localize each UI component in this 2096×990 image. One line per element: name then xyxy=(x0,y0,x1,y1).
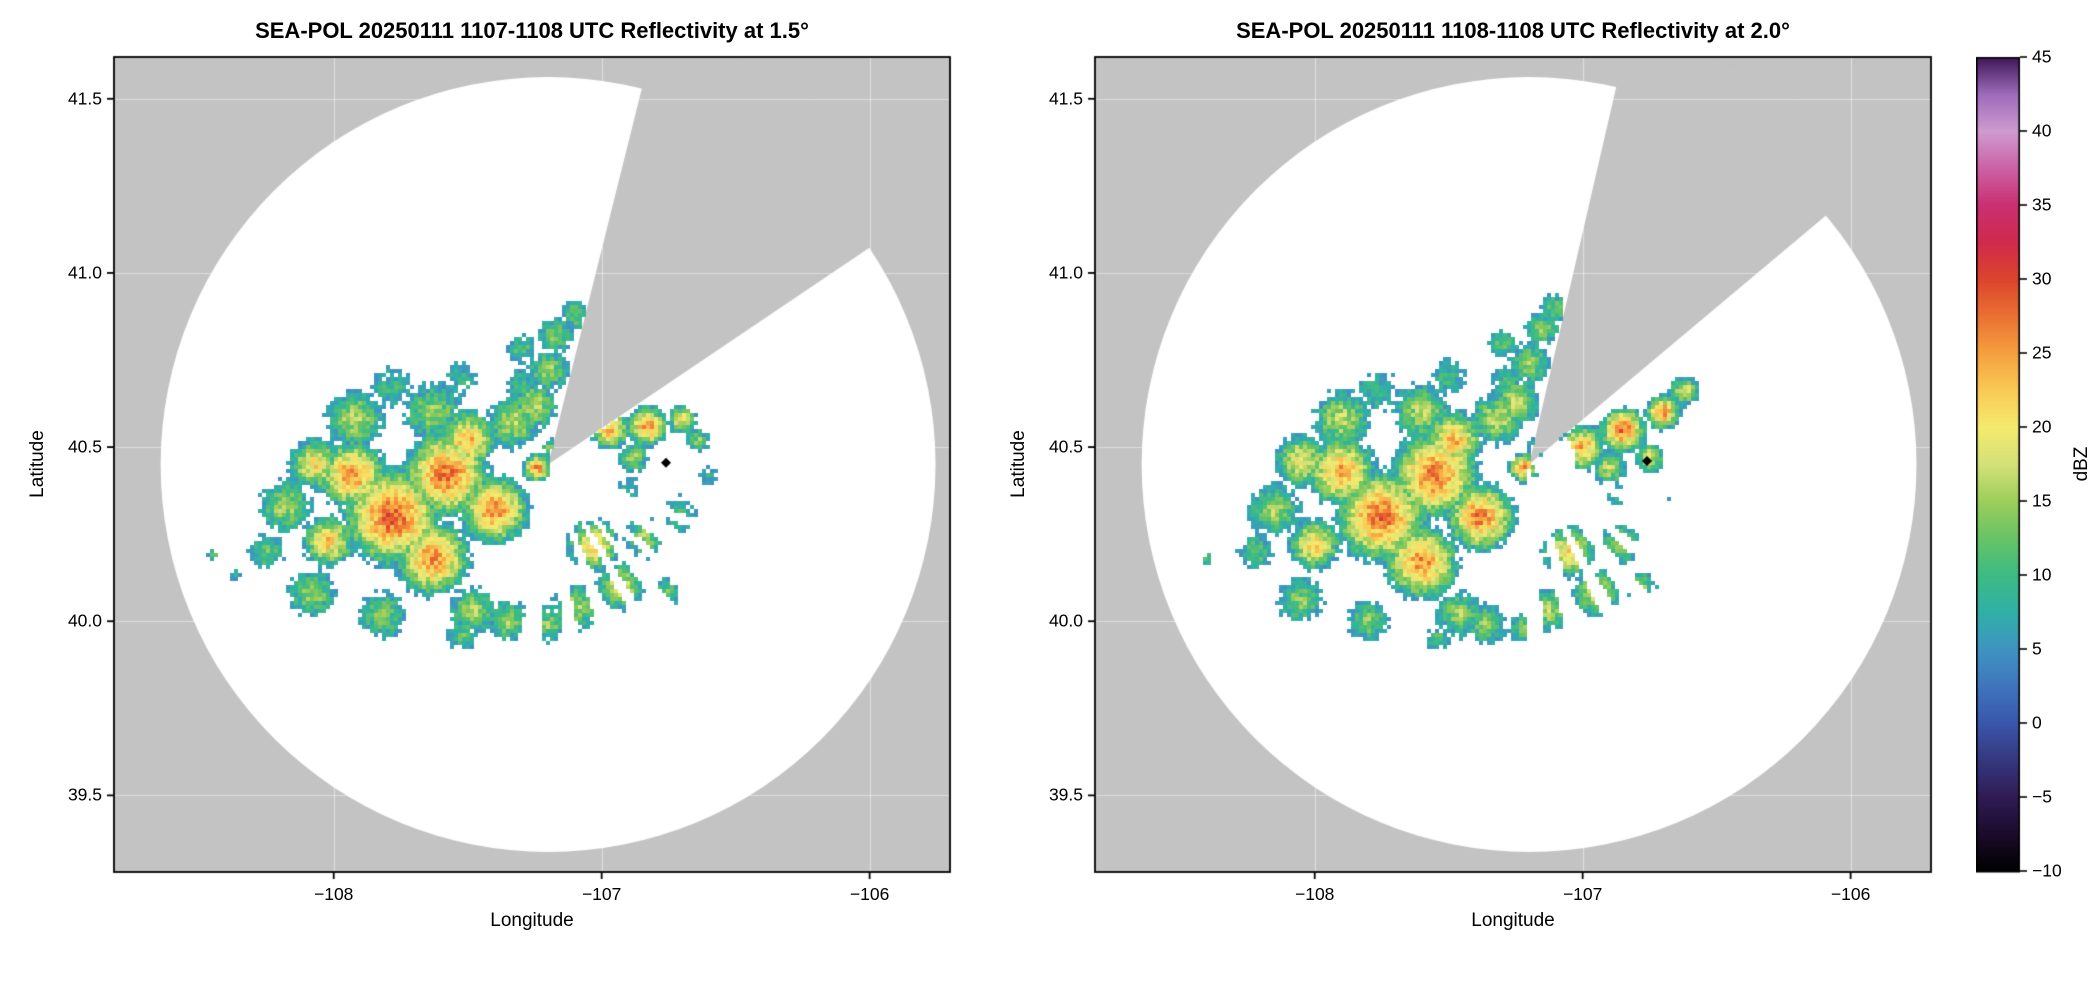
y-tick-label: 40.0 xyxy=(1048,610,1083,631)
radar-plot-canvas-right xyxy=(1081,43,1945,886)
colorbar-tick-label: 10 xyxy=(2032,564,2052,585)
y-axis-label-right: Latitude xyxy=(1008,430,1029,498)
colorbar-tick-label: 40 xyxy=(2032,120,2052,141)
x-tick-label: −107 xyxy=(581,884,622,904)
y-tick-label: 40.5 xyxy=(67,436,102,457)
colorbar-tick-label: 5 xyxy=(2032,638,2042,659)
y-tick-label: 40.0 xyxy=(67,610,102,631)
x-tick-label: −106 xyxy=(1830,884,1871,904)
y-tick-label: 41.5 xyxy=(67,88,102,109)
panel-title-left: SEA-POL 20250111 1107-1108 UTC Reflectiv… xyxy=(255,18,809,43)
colorbar-tick-label: 35 xyxy=(2032,194,2052,215)
x-axis-label-right: Longitude xyxy=(1471,910,1555,931)
colorbar-tick-label: 45 xyxy=(2032,46,2052,67)
colorbar-tick-label: 20 xyxy=(2032,416,2052,437)
colorbar-tick-label: −5 xyxy=(2032,786,2052,807)
colorbar-tick-label: −10 xyxy=(2032,860,2062,881)
x-tick-label: −108 xyxy=(1294,884,1335,904)
colorbar-tick-label: 15 xyxy=(2032,490,2052,511)
x-tick-label: −107 xyxy=(1562,884,1603,904)
y-tick-label: 41.5 xyxy=(1048,88,1083,109)
colorbar-tick-label: 30 xyxy=(2032,268,2052,289)
y-axis-label-left: Latitude xyxy=(27,430,48,498)
y-tick-label: 39.5 xyxy=(67,784,102,805)
y-tick-label: 41.0 xyxy=(67,262,102,283)
y-tick-label: 39.5 xyxy=(1048,784,1083,805)
y-tick-label: 40.5 xyxy=(1048,436,1083,457)
x-tick-label: −108 xyxy=(313,884,354,904)
y-tick-label: 41.0 xyxy=(1048,262,1083,283)
panel-title-right: SEA-POL 20250111 1108-1108 UTC Reflectiv… xyxy=(1236,18,1790,43)
radar-plot-canvas-left xyxy=(100,43,964,886)
colorbar-canvas xyxy=(1976,55,2036,876)
colorbar-tick-label: 0 xyxy=(2032,712,2042,733)
x-axis-label-left: Longitude xyxy=(490,910,574,931)
colorbar-label: dBZ xyxy=(2071,446,2092,482)
colorbar-tick-label: 25 xyxy=(2032,342,2052,363)
x-tick-label: −106 xyxy=(849,884,890,904)
